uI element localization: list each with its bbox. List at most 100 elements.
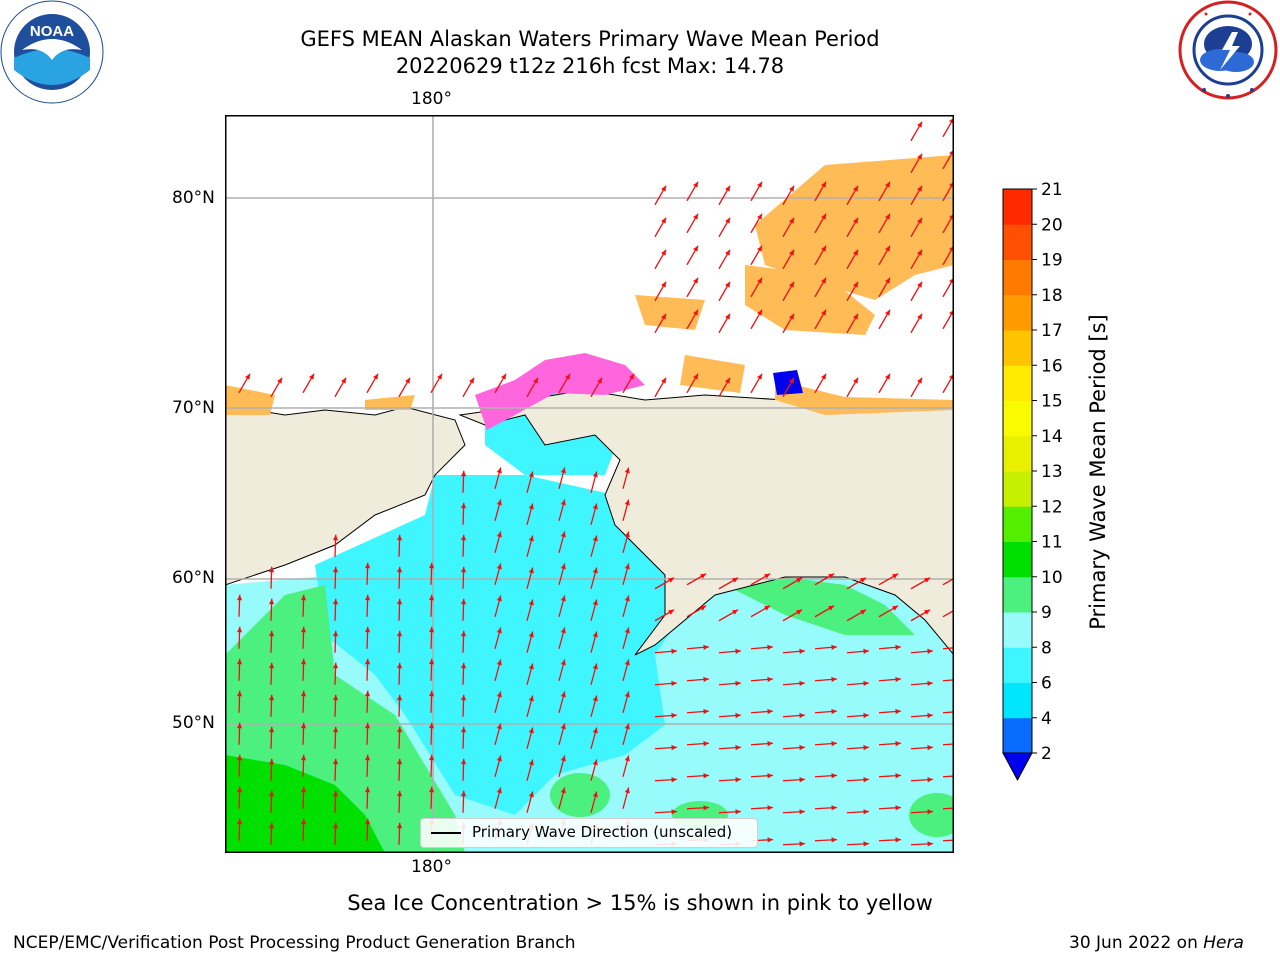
wave-arrow-head <box>661 377 666 384</box>
wave-arrow-head <box>236 722 243 729</box>
wave-arrow-head <box>799 745 805 751</box>
lat-label-80n: 80°N <box>172 188 215 208</box>
wave-arrow-head <box>460 726 467 733</box>
wave-arrow-head <box>863 745 869 751</box>
colorbar-segment <box>1003 224 1032 260</box>
wave-arrow-head <box>885 181 890 188</box>
wave-arrow-head <box>236 626 243 633</box>
wave-arrow-head <box>885 213 890 220</box>
wave-arrow-head <box>332 758 339 765</box>
wave-arrow-head <box>885 309 890 316</box>
wave-arrow-head <box>437 373 442 380</box>
wave-arrow-head <box>895 741 901 747</box>
wave-arrow-head <box>496 755 502 762</box>
wave-arrow-head <box>560 787 566 794</box>
wave-arrow-head <box>821 373 826 380</box>
wave-arrow-head <box>767 805 773 811</box>
wave-arrow-head <box>796 609 803 615</box>
wave-arrow-head <box>268 598 275 605</box>
footer-credit: NCEP/EMC/Verification Post Processing Pr… <box>13 933 576 953</box>
wave-arrow-head <box>917 313 922 320</box>
wave-arrow-head <box>789 217 794 224</box>
wave-arrow-head <box>496 787 502 794</box>
colorbar-segment <box>1003 612 1032 648</box>
wave-arrow-head <box>496 563 502 570</box>
colorbar-ticks: 2 4 6 8 9 10 11 12 13 14 15 16 17 18 19 20 21 <box>1032 180 1063 764</box>
wave-arrow-head <box>757 309 762 316</box>
alaska-land <box>458 389 954 656</box>
wave-arrow-head <box>693 373 698 380</box>
wave-arrow-head <box>863 648 869 654</box>
wave-arrow-head <box>496 467 502 474</box>
nws-logo <box>1178 0 1278 100</box>
wave-arrow-head <box>624 723 630 730</box>
wave-arrow-head <box>693 245 698 252</box>
wave-arrow-head <box>624 563 630 570</box>
wave-arrow-head <box>661 313 666 320</box>
footer-date-text: 30 Jun 2022 on <box>1069 933 1204 953</box>
wave-arrow-head <box>460 502 467 509</box>
wave-arrow-head <box>528 471 534 478</box>
wave-direction-arrows <box>236 117 954 847</box>
colorbar-segment <box>1003 400 1032 437</box>
wave-arrow-head <box>460 662 467 669</box>
wave-arrow-head <box>927 712 933 719</box>
legend-label: Primary Wave Direction (unscaled) <box>472 823 733 841</box>
wave-arrow-head <box>268 694 275 701</box>
wave-arrow-head <box>592 503 598 510</box>
wave-arrow-head <box>332 630 339 637</box>
wave-arrow-head <box>428 754 435 761</box>
sea-ice-caption: Sea Ice Concentration > 15% is shown in … <box>347 891 933 915</box>
wave-arrow-head <box>396 758 403 765</box>
colorbar-tick-label: 10 <box>1041 568 1063 588</box>
wave-arrow-head <box>917 249 922 256</box>
wave-arrow-head <box>799 777 805 783</box>
wave-arrow-head <box>428 690 435 697</box>
wave-arrow-head <box>831 676 837 683</box>
wave-arrow-head <box>364 658 371 665</box>
wave-arrow-head <box>496 659 502 666</box>
wave-arrow-head <box>373 373 378 380</box>
wave-arrow-head <box>732 577 739 583</box>
colorbar-tick-label: 19 <box>1041 251 1063 271</box>
wave-arrow-head <box>927 745 933 751</box>
wave-arrow-head <box>236 690 243 697</box>
wave-arrow-head <box>592 535 598 542</box>
colorbar-segment <box>1003 471 1032 507</box>
wave-arrow-head <box>624 627 630 634</box>
wave-arrow-head <box>592 599 598 606</box>
wave-arrow-head <box>725 377 730 384</box>
wave-arrow-head <box>767 741 773 747</box>
footer-date: 30 Jun 2022 on Hera <box>1069 933 1244 953</box>
wave-arrow-head <box>735 777 741 783</box>
wave-arrow-head <box>668 577 675 583</box>
wave-arrow-head <box>560 499 566 506</box>
wave-arrow-head <box>853 281 858 288</box>
wave-arrow-head <box>268 790 275 797</box>
wave-arrow-head <box>396 726 403 733</box>
lat-label-60n: 60°N <box>172 568 215 588</box>
wave-arrow-head <box>671 809 677 815</box>
wave-arrow-head <box>927 809 933 815</box>
wave-arrow-head <box>661 185 666 192</box>
wave-arrow-head <box>924 577 931 583</box>
wave-arrow-head <box>700 605 707 611</box>
wave-arrow-head <box>703 644 709 650</box>
wave-arrow-head <box>624 755 630 762</box>
wave-arrow-head <box>460 630 467 637</box>
wave-arrow-head <box>592 759 598 766</box>
colorbar-segment <box>1003 647 1032 683</box>
colorbar-tick-label: 15 <box>1041 392 1063 412</box>
wave-arrow-head <box>332 822 339 829</box>
wave-arrow-head <box>396 822 403 829</box>
wave-arrow-head <box>853 185 858 192</box>
wave-arrow-head <box>428 594 435 601</box>
colorbar-tick-label: 2 <box>1041 744 1052 764</box>
wave-arrow-head <box>927 777 933 783</box>
wave-arrow-head <box>821 277 826 284</box>
wave-arrow-head <box>624 595 630 602</box>
western-pacific-bright-green-field <box>225 755 385 853</box>
wave-arrow-head <box>895 708 901 715</box>
lon-label-top: 180° <box>411 89 452 109</box>
wave-arrow-head <box>661 281 666 288</box>
